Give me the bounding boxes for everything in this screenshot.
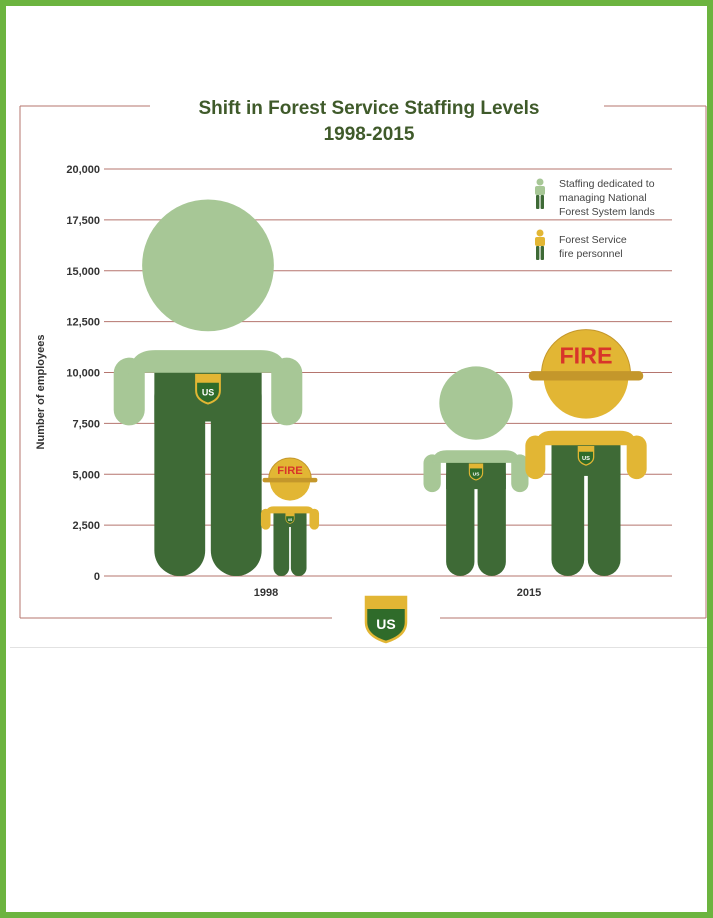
chart-frame [19, 105, 707, 619]
right-arm [271, 357, 303, 426]
y-tick-label-2500: 2,500 [72, 520, 100, 532]
legend-label-nfs-line-3: Forest System lands [559, 206, 655, 218]
legend-icon-nfs-staff [535, 178, 545, 209]
y-tick-label-15000: 15,000 [66, 266, 100, 278]
left-arm [260, 508, 271, 530]
svg-text:US: US [376, 616, 395, 632]
legend-label-nfs-line-2: managing National [559, 192, 647, 204]
usfs-shield-logo: US [364, 595, 408, 644]
right-leg [290, 511, 307, 576]
y-tick-label-12500: 12,500 [66, 317, 100, 329]
y-tick-label-10000: 10,000 [66, 368, 100, 380]
right-leg [587, 443, 621, 576]
right-arm [626, 435, 647, 480]
y-tick-label-17500: 17,500 [66, 215, 100, 227]
legend-icon-fire-staff [535, 229, 545, 260]
helmet-label-1998: FIRE [277, 465, 302, 477]
person-1998-series-1 [113, 199, 303, 576]
left-leg [154, 370, 206, 576]
y-tick-label-20000: 20,000 [66, 164, 100, 176]
right-arm [309, 508, 320, 530]
head [439, 366, 513, 440]
usfs-shield-icon [285, 513, 295, 524]
right-leg [477, 460, 506, 576]
section-divider [10, 647, 707, 648]
legend-label-fire-line-2: fire personnel [559, 248, 623, 260]
y-tick-label-0: 0 [94, 571, 100, 583]
person-2015-series-2 [525, 329, 647, 576]
right-leg [210, 370, 262, 576]
legend-label-fire-line-1: Forest Service [559, 234, 627, 246]
usfs-shield-icon [195, 373, 221, 405]
head [142, 199, 274, 332]
usfs-shield-icon [577, 445, 595, 466]
y-axis-label: Number of employees [35, 335, 47, 450]
fire-helmet-icon [528, 329, 644, 381]
legend: Staffing dedicated to managing National … [535, 178, 655, 260]
chart-subtitle: 1998-2015 [324, 124, 415, 145]
person-2015-series-1 [423, 366, 529, 576]
chart-title: Shift in Forest Service Staffing Levels [198, 98, 539, 119]
y-tick-label-5000: 5,000 [72, 469, 100, 481]
torso [431, 450, 521, 465]
left-leg [551, 443, 585, 576]
torso [535, 430, 637, 448]
left-arm [423, 454, 441, 493]
person-1998-series-2 [260, 457, 320, 576]
left-arm [113, 357, 145, 426]
fire-helmet-icon [262, 457, 318, 483]
left-arm [525, 435, 546, 480]
left-leg [273, 511, 290, 576]
legend-label-nfs-line-1: Staffing dedicated to [559, 178, 655, 190]
y-tick-labels: 0 2,500 5,000 7,500 10,000 12,500 15,000 17,500… [66, 164, 100, 583]
helmet-label-2015: FIRE [559, 343, 612, 369]
torso [128, 350, 288, 377]
people-marks [113, 199, 647, 576]
usfs-shield-icon [468, 463, 484, 481]
category-label-1998: 1998 [254, 587, 278, 599]
right-arm [511, 454, 529, 493]
torso [265, 506, 315, 515]
category-label-2015: 2015 [517, 587, 541, 599]
y-tick-label-7500: 7,500 [72, 418, 100, 430]
left-leg [446, 460, 475, 576]
